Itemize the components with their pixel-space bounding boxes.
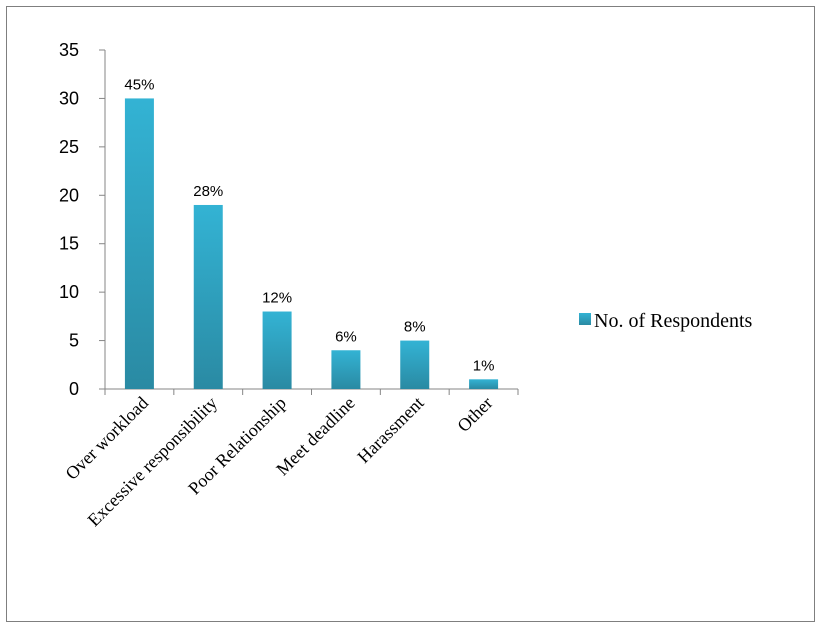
legend-swatch	[579, 313, 591, 325]
x-tick-label: Harassment	[353, 393, 427, 467]
x-tick-label: Excessive responsibility	[84, 393, 222, 531]
y-tick-label: 5	[69, 331, 79, 351]
data-label: 1%	[473, 357, 495, 374]
y-tick-label: 30	[59, 88, 79, 108]
y-tick-label: 0	[69, 379, 79, 399]
data-label: 28%	[193, 183, 223, 200]
data-label: 45%	[124, 76, 154, 93]
legend-label: No. of Respondents	[594, 310, 753, 332]
bar	[262, 311, 292, 389]
y-tick-label: 15	[59, 234, 79, 254]
bar	[124, 98, 154, 389]
y-tick-label: 20	[59, 185, 79, 205]
x-tick-label: Other	[453, 393, 496, 436]
y-tick-label: 35	[59, 40, 79, 60]
y-tick-label: 25	[59, 137, 79, 157]
bar	[193, 204, 223, 389]
data-label: 12%	[262, 290, 292, 307]
legend: No. of Respondents	[579, 310, 753, 332]
data-label: 6%	[335, 328, 357, 345]
bar	[469, 379, 499, 389]
bar	[331, 350, 361, 389]
y-tick-label: 10	[59, 282, 79, 302]
data-label: 8%	[404, 319, 426, 336]
bar	[400, 340, 430, 389]
